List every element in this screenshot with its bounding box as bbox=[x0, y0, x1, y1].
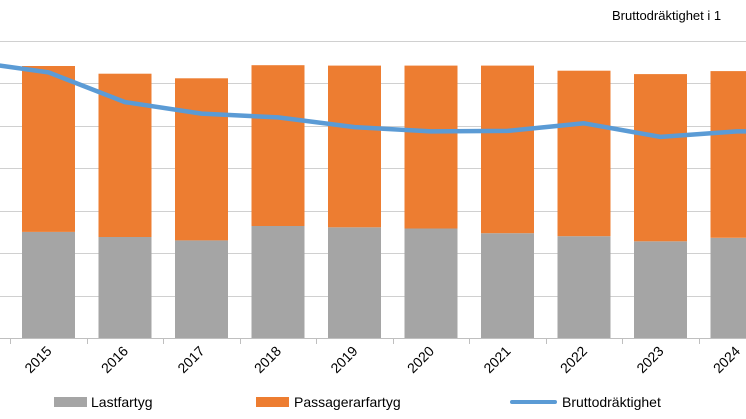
bar-passagerarfartyg-2022 bbox=[557, 70, 611, 237]
bar-lastfartyg-2022 bbox=[557, 236, 611, 338]
bar-passagerarfartyg-2015 bbox=[22, 66, 75, 232]
x-tick-label-2015: 2015 bbox=[21, 343, 54, 376]
legend-label-bruttodraktighet: Bruttodräktighet bbox=[562, 394, 661, 410]
x-tick-label-2020: 2020 bbox=[404, 343, 437, 376]
x-tick-label-2016: 2016 bbox=[98, 343, 131, 376]
bar-lastfartyg-2021 bbox=[481, 233, 534, 338]
bar-passagerarfartyg-2024 bbox=[710, 71, 746, 238]
legend-label-passagerarfartyg: Passagerarfartyg bbox=[294, 394, 401, 410]
x-tick-label-2021: 2021 bbox=[480, 343, 513, 376]
legend: Lastfartyg Passagerarfartyg Bruttodräkti… bbox=[54, 394, 661, 410]
x-tick-label-2024: 2024 bbox=[710, 343, 743, 376]
x-axis: 2015 2016 2017 2018 2019 2020 2021 2022 2023 2024 bbox=[10, 338, 743, 376]
bar-lastfartyg-2023 bbox=[634, 241, 687, 338]
bar-lastfartyg-2015 bbox=[22, 231, 75, 338]
bar-passagerarfartyg-2023 bbox=[634, 74, 687, 242]
x-tick-label-2017: 2017 bbox=[174, 343, 207, 376]
x-tick-label-2022: 2022 bbox=[557, 343, 590, 376]
bar-lastfartyg-2017 bbox=[175, 240, 228, 338]
bar-lastfartyg-2018 bbox=[251, 226, 305, 338]
legend-swatch-passagerarfartyg bbox=[256, 397, 289, 407]
bar-lastfartyg-2016 bbox=[98, 237, 152, 338]
bar-passagerarfartyg-2020 bbox=[404, 65, 458, 229]
bar-lastfartyg-2024 bbox=[710, 237, 746, 338]
bar-passagerarfartyg-2019 bbox=[328, 65, 381, 228]
line-bruttodraktighet bbox=[0, 63, 746, 140]
x-tick-label-2018: 2018 bbox=[251, 343, 284, 376]
bar-passagerarfartyg-2018 bbox=[251, 65, 305, 226]
bar-passagerarfartyg-2016 bbox=[98, 73, 152, 237]
legend-label-lastfartyg: Lastfartyg bbox=[91, 394, 152, 410]
bar-passagerarfartyg-2017 bbox=[175, 78, 228, 241]
x-tick-label-2023: 2023 bbox=[633, 343, 666, 376]
x-tick-label-2019: 2019 bbox=[327, 343, 360, 376]
bars bbox=[22, 65, 746, 338]
y-axis-title: Bruttodräktighet i 1 bbox=[612, 8, 721, 23]
bar-lastfartyg-2019 bbox=[328, 227, 381, 338]
bar-lastfartyg-2020 bbox=[404, 228, 458, 338]
bar-passagerarfartyg-2021 bbox=[481, 65, 534, 234]
legend-swatch-lastfartyg bbox=[54, 397, 87, 407]
line-series bbox=[0, 63, 746, 140]
